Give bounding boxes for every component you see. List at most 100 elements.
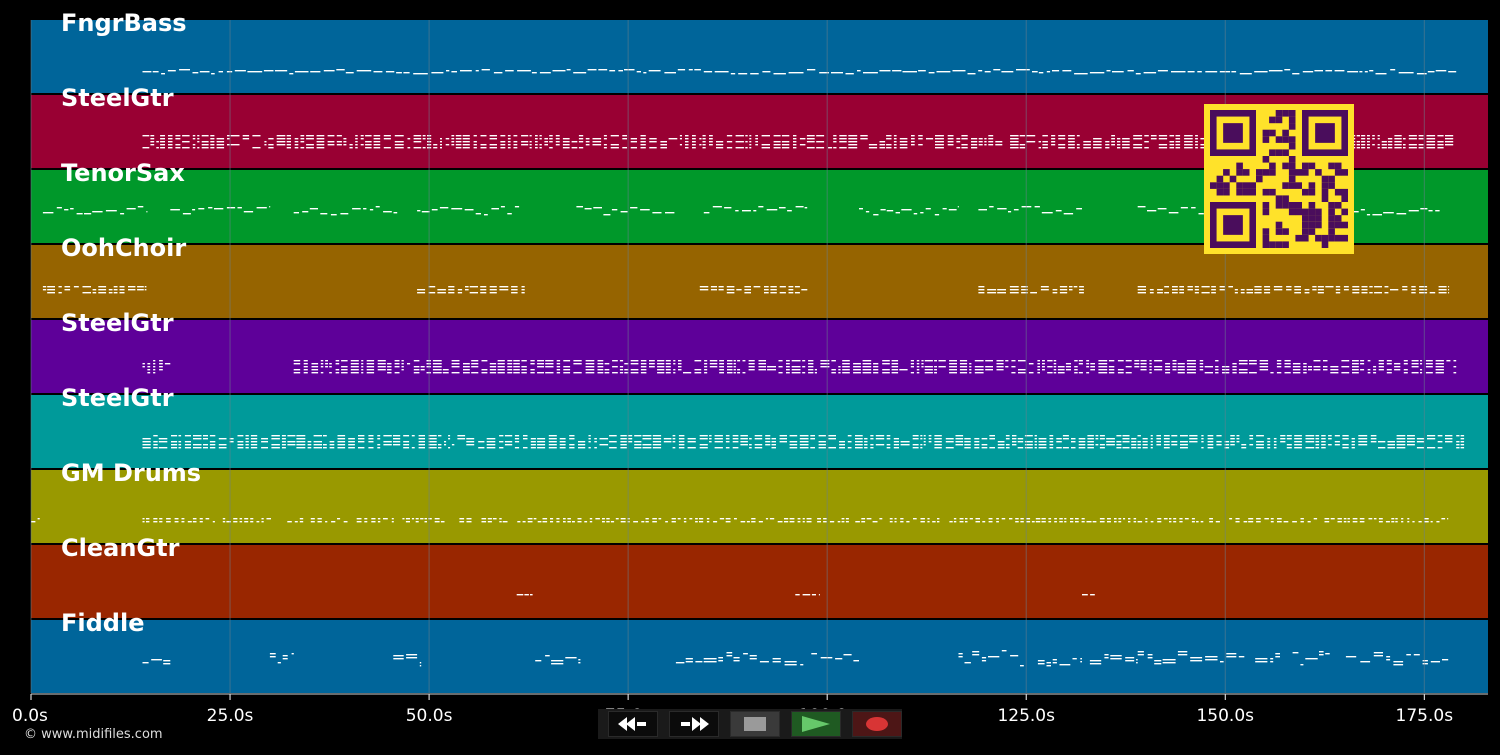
note-mark bbox=[478, 447, 485, 449]
note-mark bbox=[475, 213, 481, 215]
note-mark bbox=[545, 363, 554, 365]
note-mark bbox=[424, 518, 427, 520]
note-mark bbox=[391, 521, 394, 523]
note-mark bbox=[182, 213, 191, 215]
note-mark bbox=[1107, 518, 1111, 520]
note-mark bbox=[604, 372, 610, 374]
note-mark bbox=[726, 147, 733, 149]
note-mark bbox=[997, 441, 1005, 443]
note-mark bbox=[997, 289, 1006, 291]
note-mark bbox=[229, 438, 234, 440]
note-mark bbox=[293, 212, 299, 214]
note-mark bbox=[835, 658, 843, 660]
note-mark bbox=[310, 518, 315, 520]
note-mark bbox=[401, 360, 404, 362]
qr-module bbox=[1295, 182, 1302, 189]
note-mark bbox=[820, 363, 830, 365]
note-mark bbox=[587, 69, 597, 71]
note-mark bbox=[1401, 518, 1404, 520]
note-mark bbox=[802, 366, 806, 368]
note-mark bbox=[1108, 366, 1115, 368]
qr-module bbox=[1262, 188, 1270, 196]
note-mark bbox=[740, 441, 748, 443]
stop-button[interactable] bbox=[730, 711, 780, 737]
fast-forward-button[interactable] bbox=[669, 711, 719, 737]
note-mark bbox=[920, 518, 925, 520]
note-mark bbox=[462, 141, 470, 143]
note-mark bbox=[203, 438, 208, 440]
note-mark bbox=[806, 521, 812, 523]
note-mark bbox=[657, 360, 665, 362]
note-mark bbox=[673, 363, 676, 365]
note-mark bbox=[1445, 438, 1453, 440]
note-mark bbox=[1391, 518, 1395, 520]
note-mark bbox=[507, 360, 513, 362]
note-mark bbox=[672, 441, 676, 443]
note-mark bbox=[565, 657, 577, 659]
note-mark bbox=[393, 438, 401, 440]
note-mark bbox=[974, 366, 984, 368]
note-mark bbox=[934, 366, 937, 368]
note-mark bbox=[210, 138, 215, 140]
note-mark bbox=[886, 447, 891, 449]
note-mark bbox=[597, 366, 604, 368]
note-mark bbox=[695, 518, 698, 520]
note-mark bbox=[779, 207, 786, 209]
note-mark bbox=[302, 211, 309, 213]
note-mark bbox=[1035, 518, 1041, 520]
note-mark bbox=[988, 518, 993, 520]
note-mark bbox=[530, 594, 533, 596]
note-mark bbox=[1230, 441, 1235, 443]
note-mark bbox=[325, 360, 328, 362]
note-mark bbox=[1303, 363, 1307, 365]
record-button[interactable] bbox=[852, 711, 902, 737]
note-mark bbox=[788, 72, 804, 74]
note-mark bbox=[702, 135, 706, 137]
note-mark bbox=[1172, 360, 1177, 362]
note-mark bbox=[1232, 369, 1237, 371]
note-mark bbox=[1038, 441, 1047, 443]
note-mark bbox=[1098, 369, 1108, 371]
note-mark bbox=[161, 73, 165, 75]
note-mark bbox=[1180, 444, 1188, 446]
note-mark bbox=[1420, 372, 1423, 374]
qr-module bbox=[1328, 175, 1335, 183]
rewind-button[interactable] bbox=[608, 711, 658, 737]
note-mark bbox=[916, 363, 920, 365]
note-mark bbox=[1058, 144, 1066, 146]
note-mark bbox=[1071, 447, 1076, 449]
note-mark bbox=[1142, 447, 1148, 449]
note-mark bbox=[831, 72, 843, 74]
note-mark bbox=[1319, 651, 1324, 653]
note-mark bbox=[1024, 435, 1033, 437]
qr-module bbox=[1229, 175, 1237, 183]
note-mark bbox=[455, 138, 462, 140]
note-mark bbox=[1125, 660, 1135, 662]
note-mark bbox=[894, 518, 897, 520]
note-mark bbox=[1189, 435, 1198, 437]
play-button[interactable] bbox=[791, 711, 841, 737]
note-mark bbox=[159, 521, 163, 523]
note-mark bbox=[418, 447, 425, 449]
note-mark bbox=[1438, 292, 1447, 294]
note-mark bbox=[619, 372, 624, 374]
note-mark bbox=[1158, 144, 1168, 146]
note-mark bbox=[893, 441, 899, 443]
note-mark bbox=[373, 138, 381, 140]
note-mark bbox=[153, 369, 156, 371]
note-mark bbox=[1372, 138, 1375, 140]
note-mark bbox=[1099, 444, 1105, 446]
note-mark bbox=[802, 521, 805, 523]
note-mark bbox=[1179, 289, 1184, 291]
note-mark bbox=[1408, 135, 1417, 137]
qr-module bbox=[1288, 182, 1296, 189]
note-mark bbox=[47, 286, 55, 288]
qr-module bbox=[1249, 188, 1256, 196]
note-mark bbox=[1259, 360, 1269, 362]
note-mark bbox=[726, 655, 733, 657]
note-mark bbox=[784, 518, 789, 520]
note-mark bbox=[197, 147, 200, 149]
note-mark bbox=[1179, 518, 1183, 520]
note-mark bbox=[120, 213, 125, 215]
note-mark bbox=[549, 147, 553, 149]
